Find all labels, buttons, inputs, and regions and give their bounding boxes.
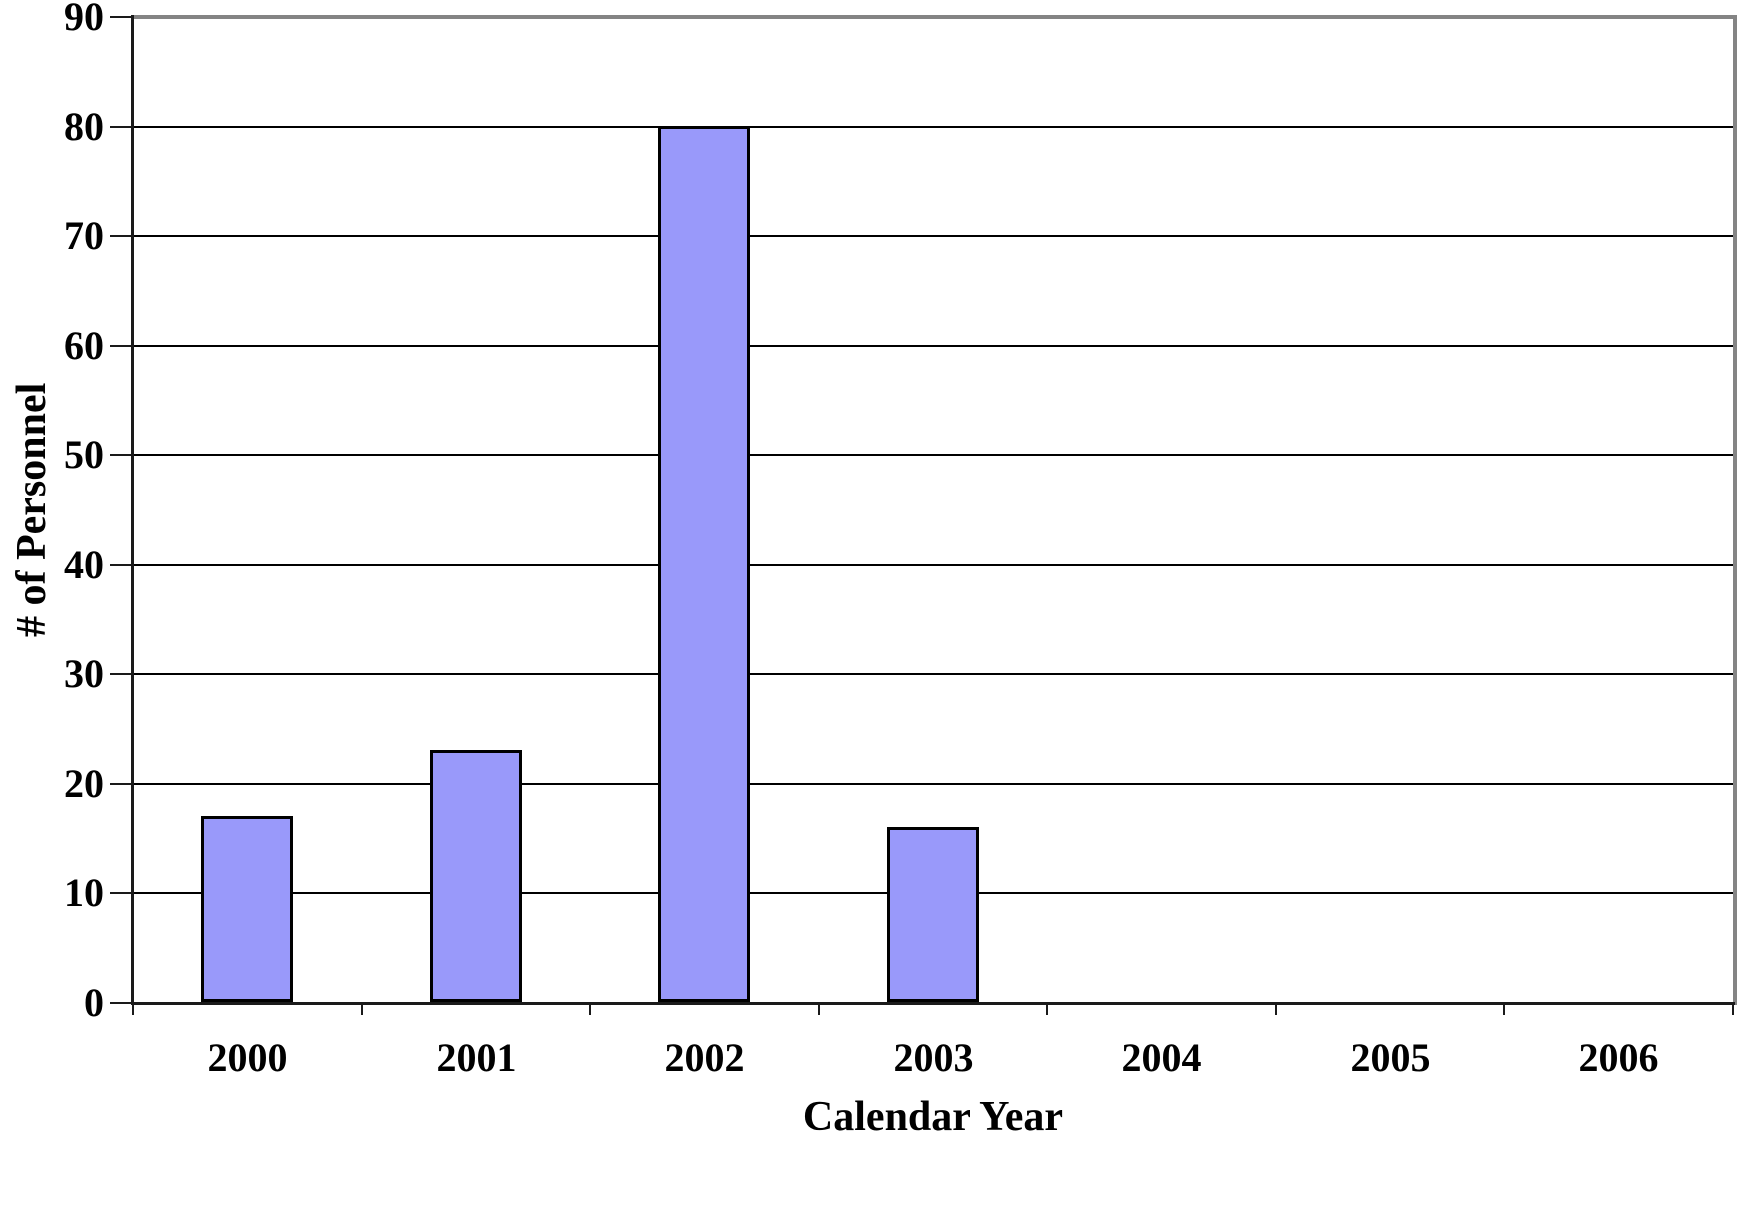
y-axis-title: # of Personnel xyxy=(9,382,55,638)
y-tick-mark xyxy=(110,564,133,566)
x-tick-label: 2004 xyxy=(1121,1035,1202,1080)
y-tick-label: 20 xyxy=(64,761,104,806)
y-tick-label: 80 xyxy=(64,104,104,149)
gridline xyxy=(133,126,1733,128)
gridline xyxy=(133,564,1733,566)
gridline xyxy=(133,783,1733,785)
y-tick-mark xyxy=(110,16,133,18)
gridline xyxy=(133,673,1733,675)
y-tick-label: 10 xyxy=(64,870,104,915)
y-axis-line xyxy=(131,15,134,1005)
y-tick-label: 50 xyxy=(64,432,104,477)
bar-2003 xyxy=(887,827,979,1002)
x-tick-mark xyxy=(132,1003,134,1015)
y-tick-mark xyxy=(110,783,133,785)
bar-2001 xyxy=(430,750,522,1002)
y-tick-label: 0 xyxy=(84,980,104,1025)
plot-border-right xyxy=(1733,15,1737,1005)
x-axis-title: Calendar Year xyxy=(802,1094,1064,1140)
y-tick-label: 30 xyxy=(64,651,104,696)
x-tick-mark xyxy=(1732,1003,1734,1015)
bar-2000 xyxy=(201,816,293,1002)
bar-2002 xyxy=(658,126,750,1002)
x-tick-mark xyxy=(361,1003,363,1015)
y-tick-mark xyxy=(110,892,133,894)
x-axis-line xyxy=(131,1002,1735,1005)
y-tick-mark xyxy=(110,673,133,675)
x-tick-label: 2000 xyxy=(207,1035,288,1080)
x-tick-label: 2002 xyxy=(664,1035,745,1080)
x-tick-mark xyxy=(589,1003,591,1015)
x-tick-mark xyxy=(1046,1003,1048,1015)
gridline xyxy=(133,235,1733,237)
x-tick-label: 2005 xyxy=(1350,1035,1431,1080)
x-tick-label: 2006 xyxy=(1578,1035,1659,1080)
gridline xyxy=(133,345,1733,347)
x-tick-label: 2001 xyxy=(436,1035,517,1080)
y-tick-mark xyxy=(110,345,133,347)
x-tick-mark xyxy=(1503,1003,1505,1015)
y-tick-mark xyxy=(110,235,133,237)
y-tick-label: 70 xyxy=(64,213,104,258)
gridline xyxy=(133,454,1733,456)
x-tick-label: 2003 xyxy=(893,1035,974,1080)
y-tick-mark xyxy=(110,1002,133,1004)
y-tick-mark xyxy=(110,454,133,456)
y-tick-mark xyxy=(110,126,133,128)
x-tick-mark xyxy=(818,1003,820,1015)
y-tick-label: 40 xyxy=(64,542,104,587)
y-tick-label: 90 xyxy=(64,0,104,39)
x-tick-mark xyxy=(1275,1003,1277,1015)
y-tick-label: 60 xyxy=(64,323,104,368)
plot-border-top xyxy=(131,15,1737,19)
